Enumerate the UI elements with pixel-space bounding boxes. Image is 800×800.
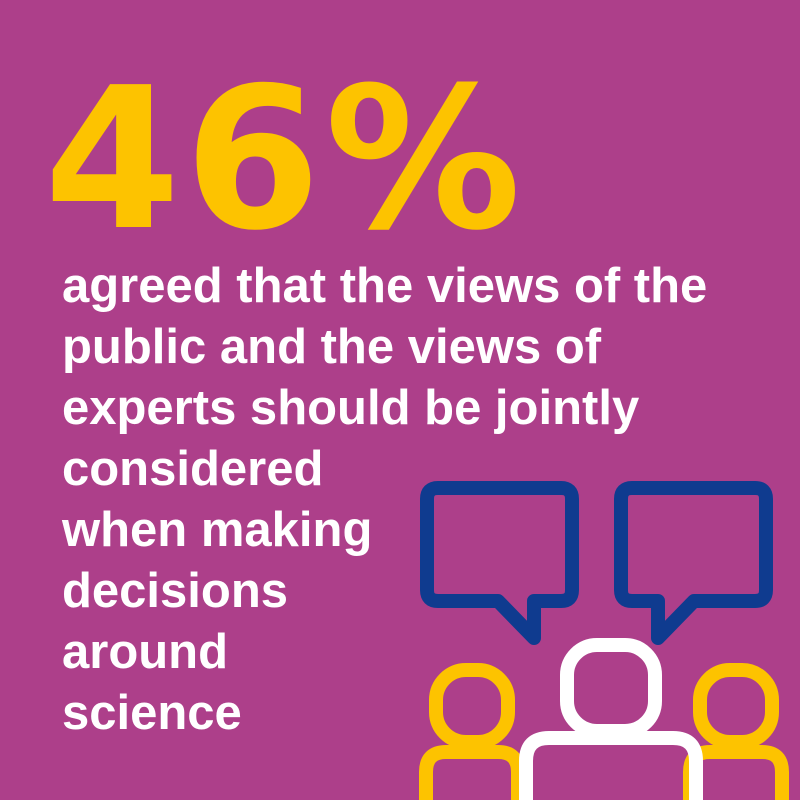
description-line: considered [62,442,324,496]
description-line: when making [62,503,373,557]
description-line: public and the views of [62,320,602,374]
right-speech-bubble-icon [614,481,773,645]
left-speech-bubble-icon [420,481,579,645]
stat-description: agreed that the views of the public and … [62,256,707,744]
right-person-icon [683,663,789,800]
description-line: decisions [62,564,289,618]
description-line: agreed that the views of the [62,259,708,313]
description-line: experts should be jointly [62,381,640,435]
description-line: around [62,625,229,679]
description-line: science [62,686,242,740]
left-person-icon [419,663,525,800]
center-person-icon [519,638,703,800]
stat-percentage: 46% [44,46,526,274]
